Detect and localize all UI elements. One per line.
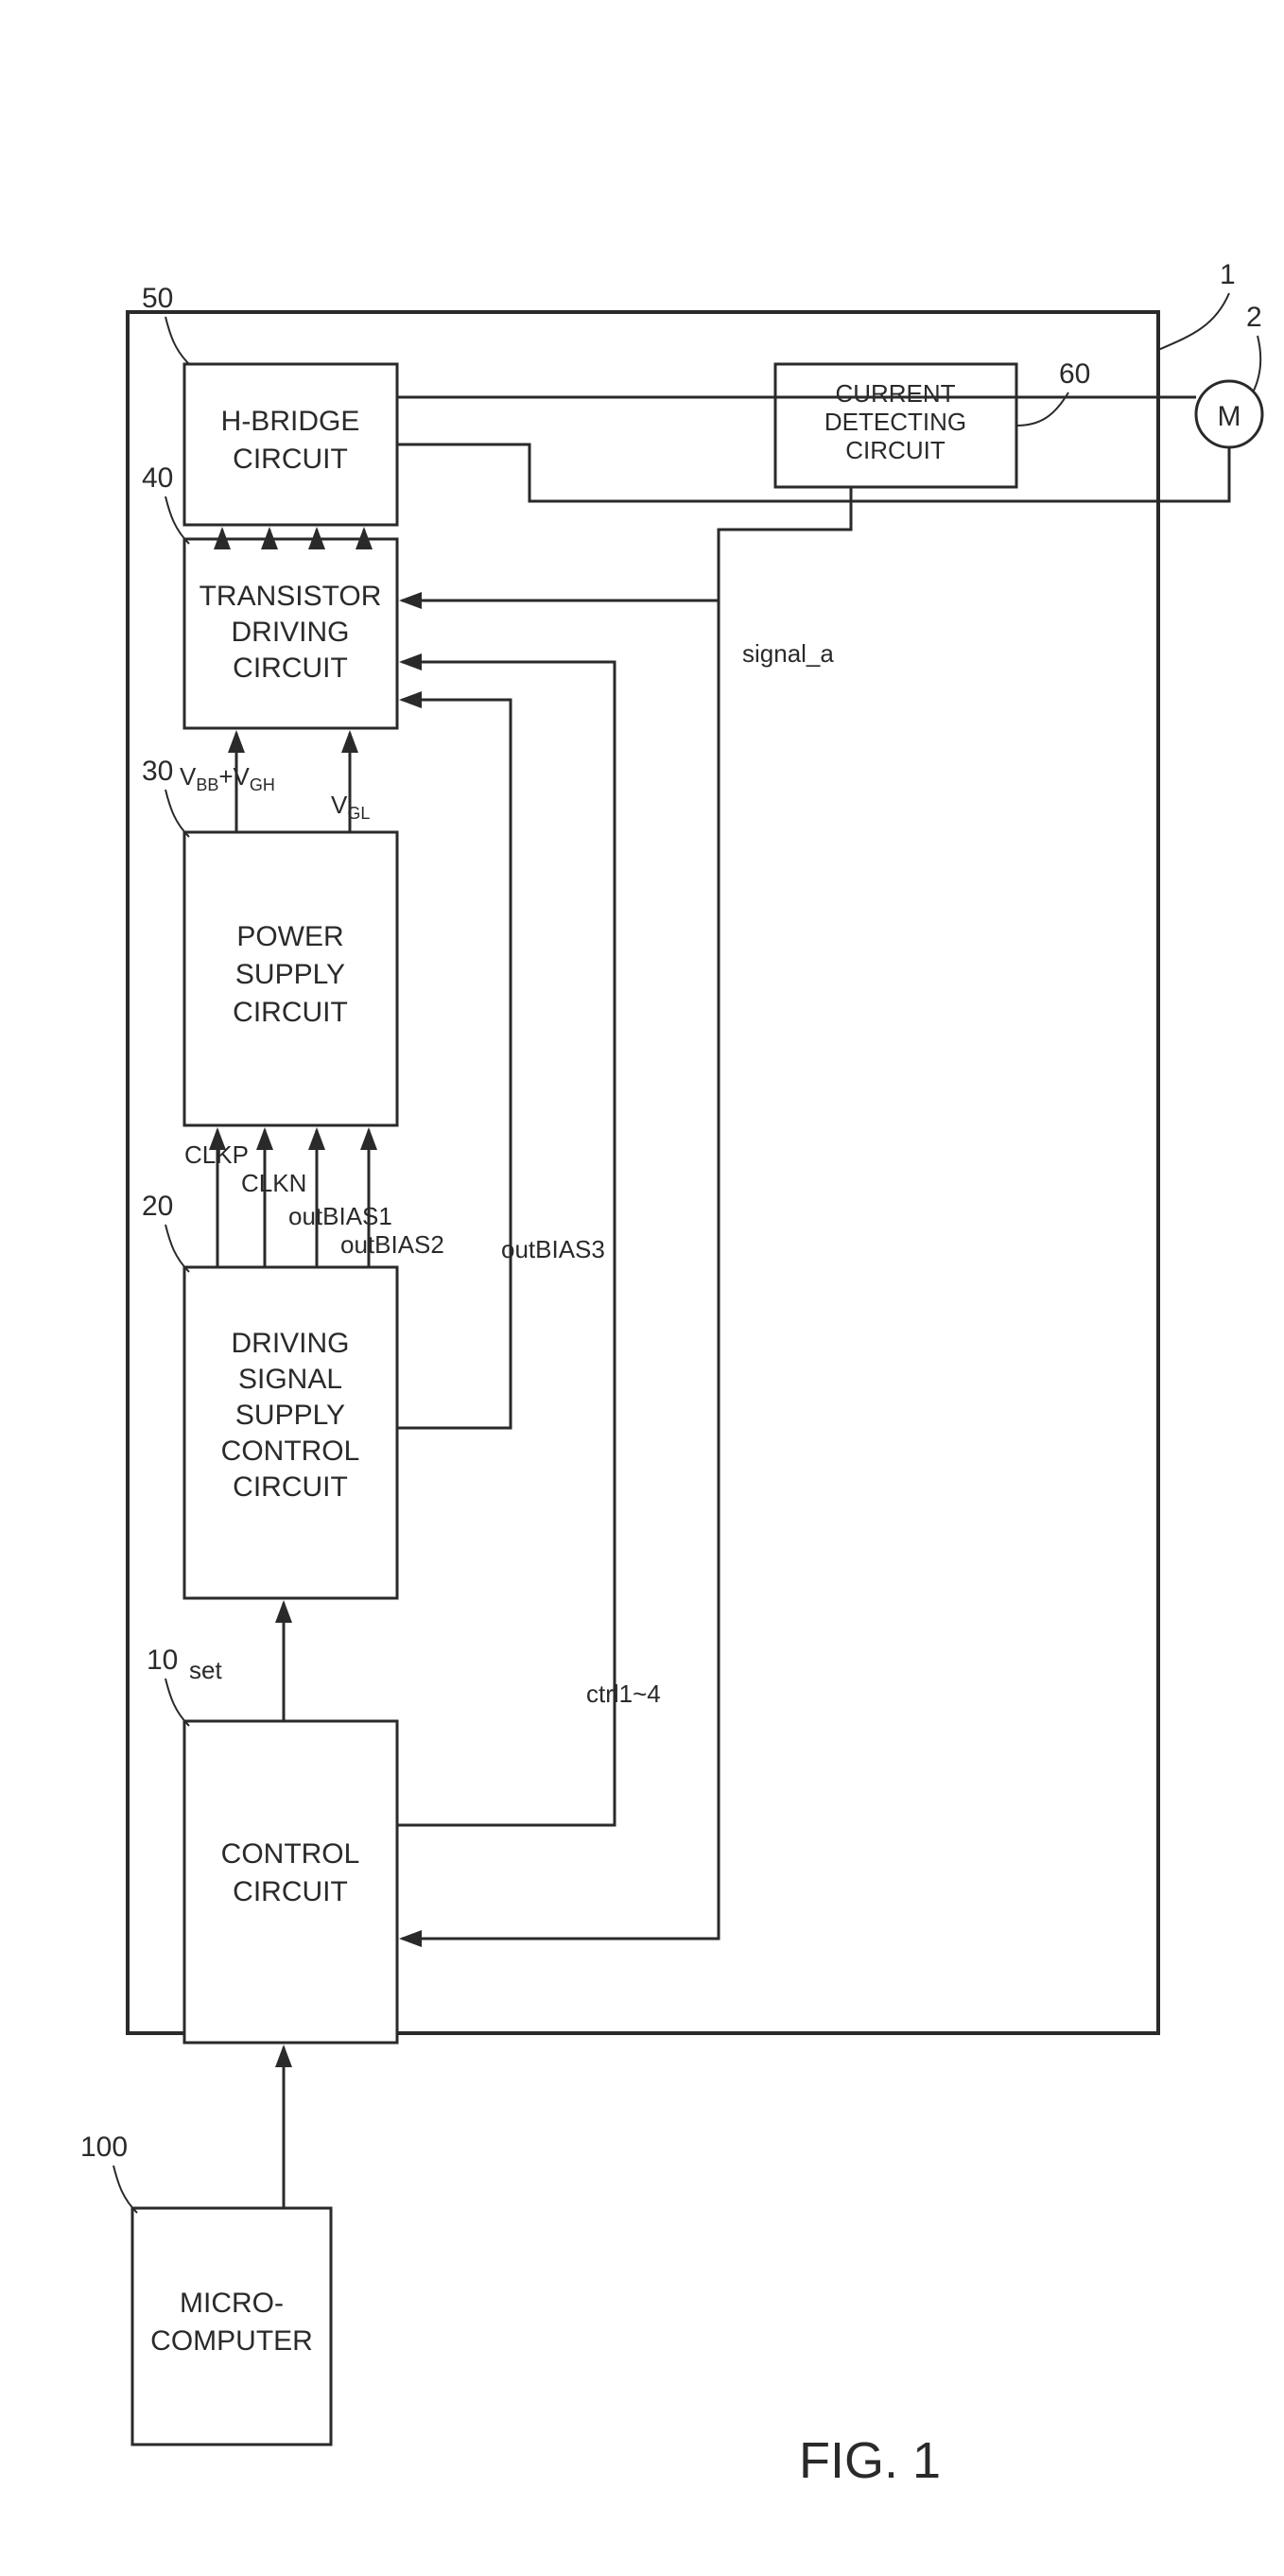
detect-line3: CIRCUIT <box>845 436 946 464</box>
label-signal-a: signal_a <box>742 639 834 668</box>
control-block: CONTROL CIRCUIT 10 <box>147 1645 397 2043</box>
label-outbias2: outBIAS2 <box>340 1230 444 1259</box>
power-line2: SUPPLY <box>235 959 345 990</box>
driving-line1: DRIVING <box>231 1328 349 1359</box>
trans-line1: TRANSISTOR <box>200 581 382 612</box>
control-ref: 10 <box>147 1645 178 1676</box>
signal-a-wire <box>402 487 851 1939</box>
motor-ref: 2 <box>1246 302 1262 333</box>
micro-line2: COMPUTER <box>150 2325 313 2357</box>
label-clkp: CLKP <box>184 1140 249 1169</box>
trans-line2: DRIVING <box>231 617 349 648</box>
driving-line2: SIGNAL <box>238 1364 342 1395</box>
hbridge-block: H-BRIDGE CIRCUIT 50 <box>142 283 397 525</box>
hbridge-line2: CIRCUIT <box>233 444 348 475</box>
label-outbias1: outBIAS1 <box>288 1202 392 1230</box>
micro-block: MICRO- COMPUTER 100 <box>80 2132 331 2445</box>
figure-label: FIG. 1 <box>799 2432 941 2489</box>
boundary-ref-leader <box>1158 293 1229 350</box>
detect-line1: CURRENT <box>835 379 955 408</box>
driving-line5: CIRCUIT <box>233 1471 348 1503</box>
micro-ref: 100 <box>80 2132 128 2163</box>
motor-glyph: M <box>1218 401 1241 432</box>
boundary-ref: 1 <box>1220 259 1236 290</box>
driving-ref: 20 <box>142 1191 173 1222</box>
control-line2: CIRCUIT <box>233 1876 348 1907</box>
detect-ref: 60 <box>1059 358 1090 390</box>
label-outbias3: outBIAS3 <box>501 1235 605 1263</box>
hbridge-line1: H-BRIDGE <box>221 406 360 437</box>
micro-line1: MICRO- <box>180 2288 284 2319</box>
detect-block: CURRENT DETECTING CIRCUIT 60 <box>775 358 1090 487</box>
trans-ref: 40 <box>142 462 173 494</box>
label-set: set <box>189 1656 222 1684</box>
label-clkn: CLKN <box>241 1169 306 1197</box>
control-line1: CONTROL <box>221 1838 360 1870</box>
power-ref: 30 <box>142 756 173 787</box>
label-ctrl: ctrl1~4 <box>586 1680 661 1708</box>
outbias3-wire <box>397 700 511 1428</box>
power-line3: CIRCUIT <box>233 997 348 1028</box>
detect-line2: DETECTING <box>824 408 966 436</box>
trans-line3: CIRCUIT <box>233 653 348 684</box>
label-vbb: VBB+VGH <box>180 762 275 794</box>
driving-line3: SUPPLY <box>235 1400 345 1431</box>
power-line1: POWER <box>236 921 343 952</box>
hbridge-ref: 50 <box>142 283 173 314</box>
driving-line4: CONTROL <box>221 1436 360 1467</box>
